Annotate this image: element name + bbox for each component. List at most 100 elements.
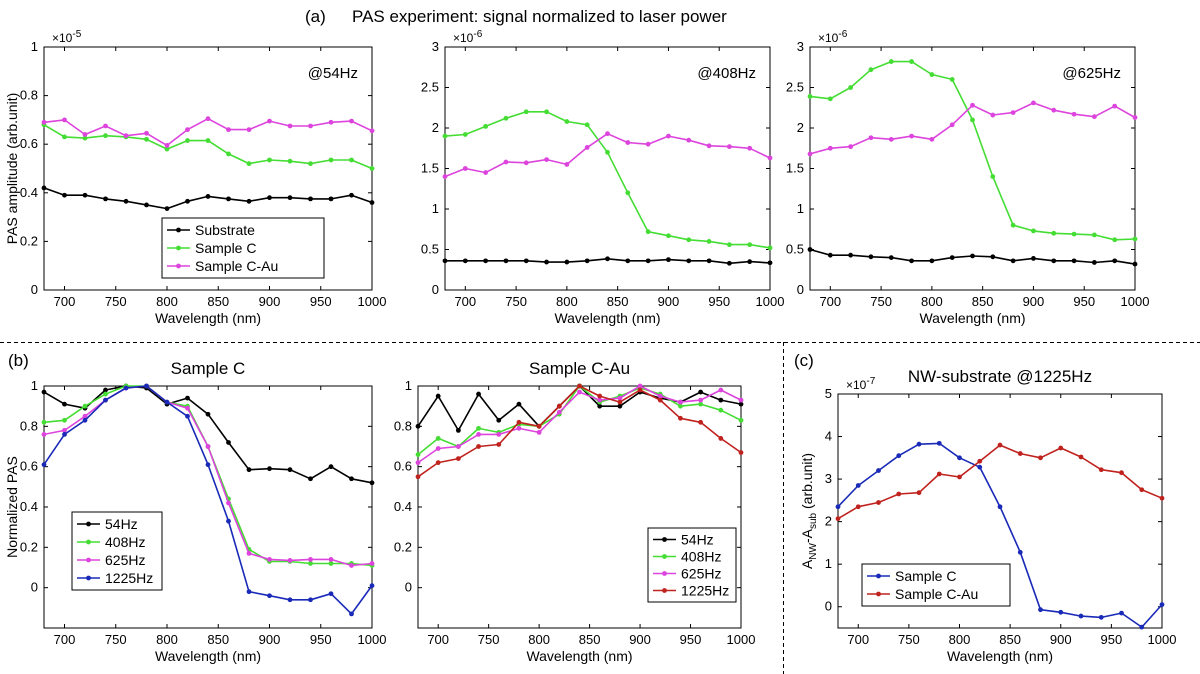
y-tick-label: 2.5 (786, 80, 804, 95)
series-line (417, 385, 742, 464)
axes-box (809, 46, 1136, 291)
legend-marker (176, 227, 181, 233)
data-point (462, 132, 468, 137)
data-point (949, 255, 955, 260)
data-point (185, 395, 190, 401)
data-point (483, 258, 489, 264)
data-point (597, 403, 603, 409)
data-point (267, 466, 272, 472)
data-point (82, 132, 88, 137)
y-tick-label: 0.5 (786, 242, 804, 257)
data-point (267, 593, 272, 599)
axis-multiplier: ×10-6 (453, 29, 483, 45)
x-tick-label: 850 (972, 294, 994, 309)
y-tick-label: 0.4 (20, 185, 38, 200)
data-point (1038, 607, 1043, 613)
axis-multiplier: ×10-7 (846, 376, 876, 392)
legend-marker (876, 591, 881, 597)
data-point (185, 127, 190, 133)
data-point (205, 462, 211, 468)
series-1225hz (41, 383, 375, 617)
data-point (625, 258, 631, 264)
figure-title-a: PAS experiment: signal normalized to las… (352, 7, 727, 26)
legend-label: 54Hz (105, 516, 138, 532)
axis-exponent: -6 (473, 29, 482, 40)
data-point (1071, 111, 1077, 117)
data-point (328, 561, 334, 566)
data-point (226, 196, 231, 202)
legend-label: 625Hz (681, 566, 721, 582)
x-tick-label: 950 (680, 632, 702, 647)
data-point (1119, 470, 1124, 476)
data-point (726, 242, 732, 248)
data-point (597, 397, 603, 403)
data-point (888, 59, 894, 64)
data-point (929, 258, 935, 264)
data-point (726, 144, 732, 150)
y-tick-label: 0.8 (20, 418, 38, 433)
x-axis-label: Wavelength (nm) (919, 310, 1025, 326)
x-tick-label: 700 (454, 294, 476, 309)
data-point (657, 397, 663, 403)
legend-marker (86, 521, 91, 527)
x-tick-label: 1000 (1121, 294, 1150, 309)
x-tick-label: 750 (478, 632, 500, 647)
data-point (738, 397, 744, 403)
y-tick-label: 2 (825, 514, 832, 529)
data-point (584, 145, 590, 150)
data-point (657, 393, 663, 399)
data-point (949, 122, 955, 128)
y-tick-label: 0.5 (421, 242, 439, 257)
data-point (970, 117, 975, 123)
data-point (747, 259, 753, 265)
data-point (1010, 258, 1016, 264)
chart-a2: 700 750 800 850 900 950 1000 0 0.5 1 1.5 2 2.5 3 ×10-6… (421, 29, 785, 326)
data-point (706, 143, 712, 149)
data-point (977, 458, 983, 464)
data-point (523, 109, 529, 115)
data-point (349, 192, 354, 198)
data-point (103, 133, 108, 139)
data-point (645, 141, 651, 147)
x-tick-label: 750 (505, 294, 527, 309)
data-point (226, 127, 231, 133)
data-point (686, 137, 692, 143)
data-point (246, 589, 252, 595)
data-point (1112, 237, 1118, 243)
data-point (226, 440, 231, 445)
y-tick-label: 2 (797, 120, 804, 135)
data-point (62, 417, 67, 423)
data-point (103, 123, 108, 129)
data-point (328, 119, 334, 125)
data-point (205, 194, 211, 199)
axis-multiplier: ×10-6 (818, 29, 848, 45)
data-point (678, 403, 683, 409)
data-point (62, 192, 67, 198)
legend-marker (176, 245, 181, 251)
series-sample-c (41, 122, 375, 171)
series-54hz (41, 383, 375, 486)
data-point (82, 413, 88, 419)
y-axis-label-part: -A (799, 528, 815, 543)
data-point (1071, 258, 1077, 264)
data-point (957, 474, 962, 480)
data-point (544, 157, 549, 162)
legend-label: 408Hz (105, 534, 145, 550)
data-point (246, 467, 252, 473)
data-point (1098, 467, 1104, 473)
legend-label: Sample C (895, 568, 956, 584)
data-point (1098, 614, 1104, 620)
data-point (287, 158, 293, 164)
data-point (164, 146, 170, 152)
data-point (835, 504, 841, 510)
panel-label-a: (a) (305, 7, 326, 26)
data-point (41, 185, 47, 191)
legend-label: Sample C-Au (895, 586, 978, 602)
data-point (1051, 258, 1057, 264)
data-point (1159, 495, 1165, 501)
data-point (990, 174, 996, 180)
y-tick-label: 0 (31, 282, 38, 297)
data-point (997, 504, 1003, 510)
data-point (103, 391, 108, 397)
chart-title: Sample C (171, 359, 246, 378)
